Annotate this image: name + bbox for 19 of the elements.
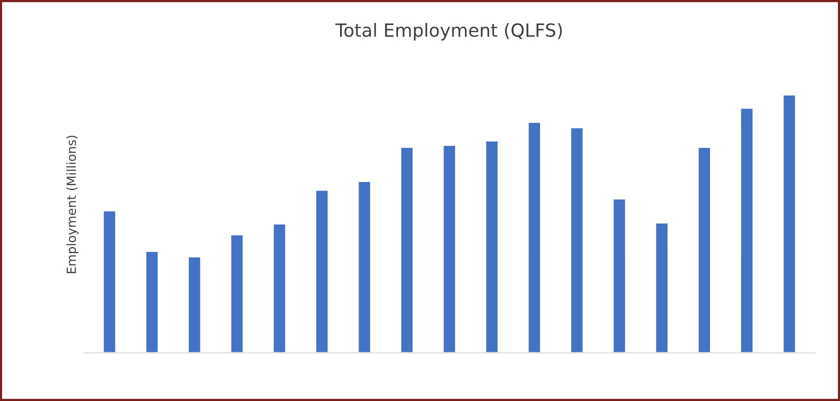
bar: [230, 234, 244, 353]
bar: [740, 107, 754, 353]
bar: [102, 210, 117, 353]
bar: [400, 146, 414, 353]
bar: [314, 189, 330, 353]
bar: [357, 180, 372, 353]
bar: [570, 126, 584, 353]
bar: [782, 94, 796, 353]
bar: [144, 250, 160, 353]
bar: [442, 144, 456, 353]
bar: [697, 146, 712, 353]
bar: [527, 122, 542, 353]
bar: [484, 140, 499, 353]
bar: [272, 223, 287, 353]
y-axis-title: Employment (Millions): [66, 136, 78, 274]
bar: [612, 198, 626, 353]
bar: [187, 256, 202, 353]
chart-title: Total Employment (QLFS): [335, 22, 562, 40]
bar: [654, 222, 669, 353]
